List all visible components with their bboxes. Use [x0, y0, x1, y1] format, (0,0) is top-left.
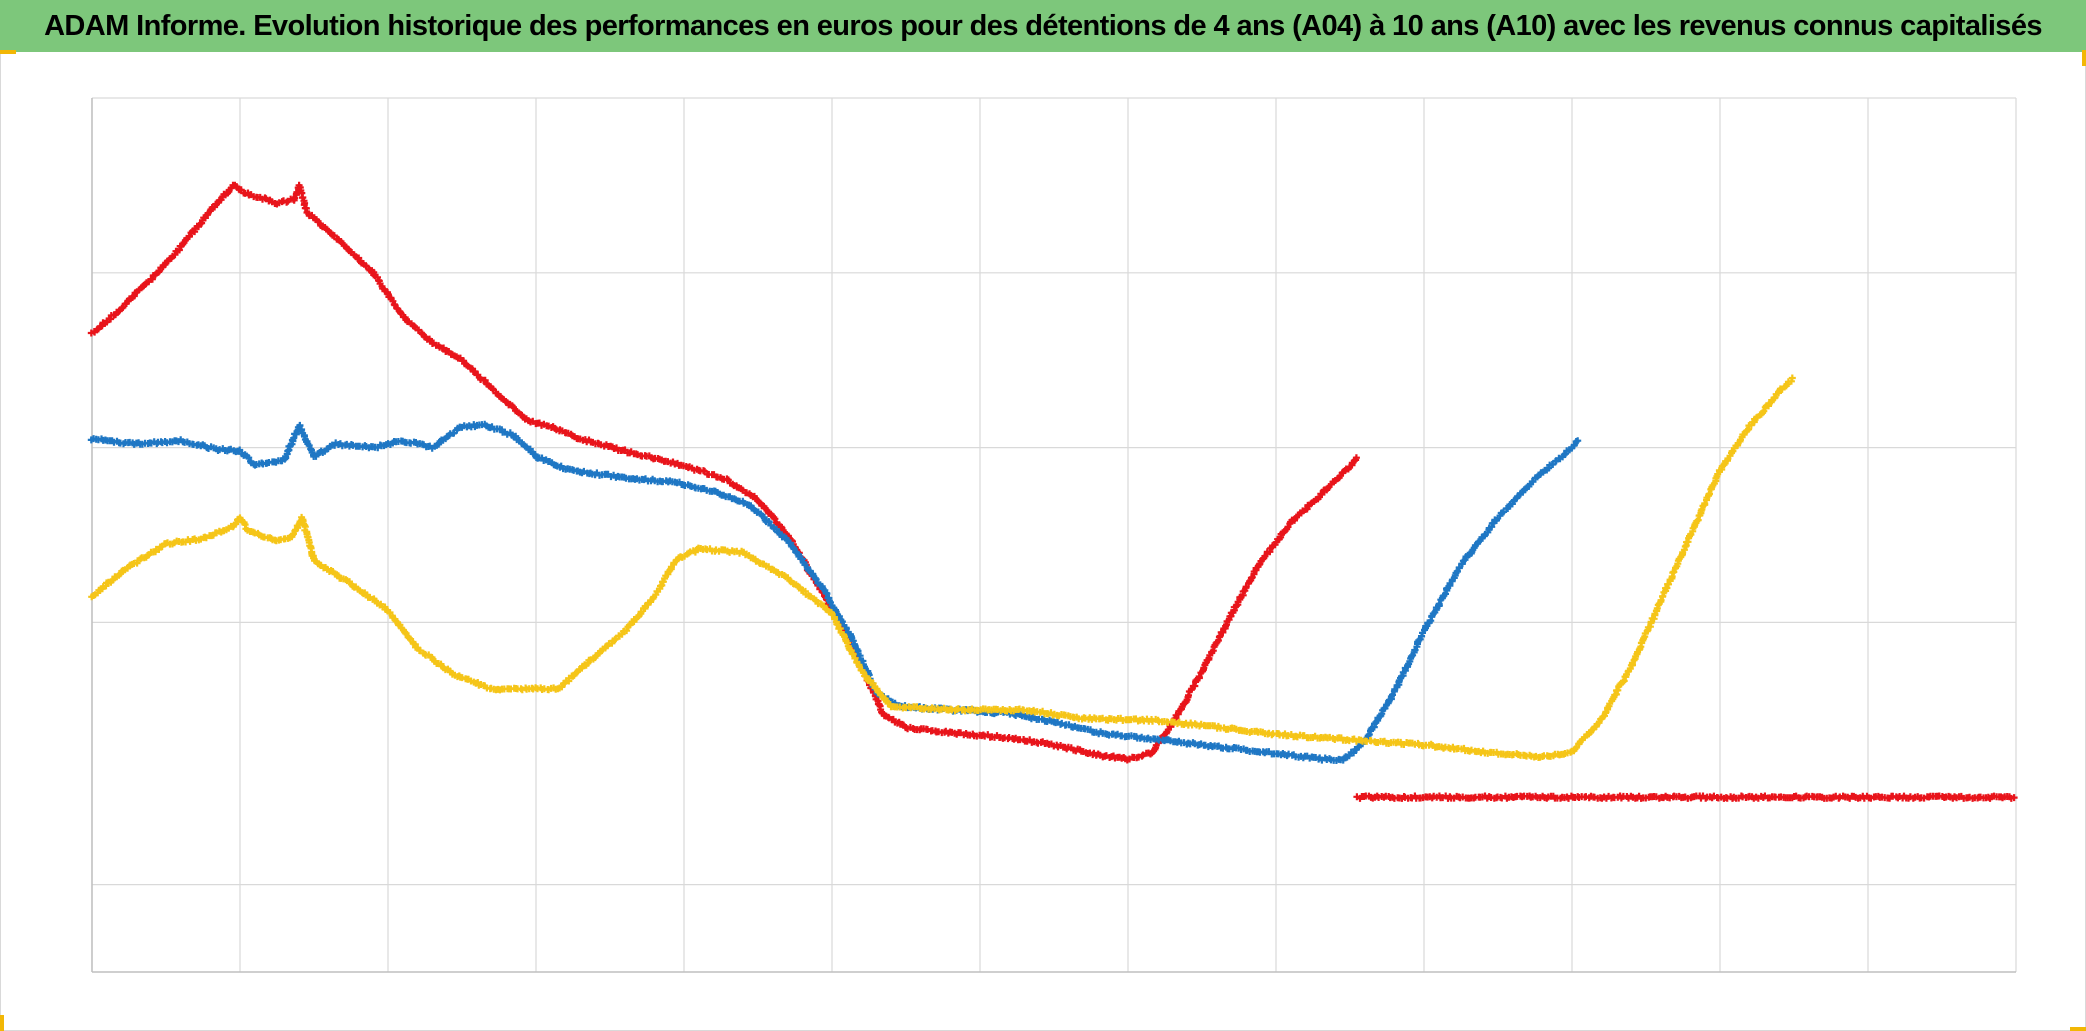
data-point [1352, 454, 1360, 462]
data-point [1788, 374, 1796, 382]
data-point [1318, 491, 1326, 498]
data-point [402, 630, 410, 637]
chart-title-bar: ADAM Informe. Evolution historique des p… [0, 0, 2086, 52]
data-point [245, 454, 253, 462]
data-point [842, 625, 850, 633]
data-point [1435, 600, 1443, 608]
data-point [1407, 653, 1415, 660]
series-2 [1353, 792, 2018, 802]
data-point [849, 650, 857, 658]
series-1 [87, 181, 1360, 764]
data-point [481, 376, 489, 384]
chart-title: ADAM Informe. Evolution historique des p… [44, 9, 2042, 42]
corner-mark-right-bottom [2070, 1027, 2086, 1031]
series-layer [87, 181, 2018, 802]
data-point [236, 446, 244, 454]
data-point [1574, 437, 1582, 445]
data-point [1364, 732, 1372, 740]
data-point [1381, 704, 1389, 712]
data-point [1195, 673, 1203, 680]
data-point [1595, 719, 1603, 727]
data-point [296, 422, 304, 430]
data-point [232, 520, 240, 528]
data-point [2010, 794, 2018, 802]
data-point [838, 618, 846, 626]
corner-mark-right-top [2082, 50, 2086, 66]
data-point [623, 627, 631, 635]
data-point [1760, 407, 1768, 415]
data-point [812, 576, 820, 583]
data-point [1657, 596, 1665, 604]
data-point [1670, 568, 1678, 576]
data-point [1365, 731, 1373, 738]
data-point [1706, 490, 1713, 498]
grid-layer [91, 97, 2017, 973]
corner-mark-left-top [0, 50, 16, 54]
corner-mark-left-bottom [0, 1015, 4, 1031]
data-point [1529, 478, 1537, 486]
series-4 [88, 374, 1796, 761]
series-3 [87, 420, 1582, 764]
data-point [1455, 564, 1463, 571]
data-point [355, 254, 363, 262]
